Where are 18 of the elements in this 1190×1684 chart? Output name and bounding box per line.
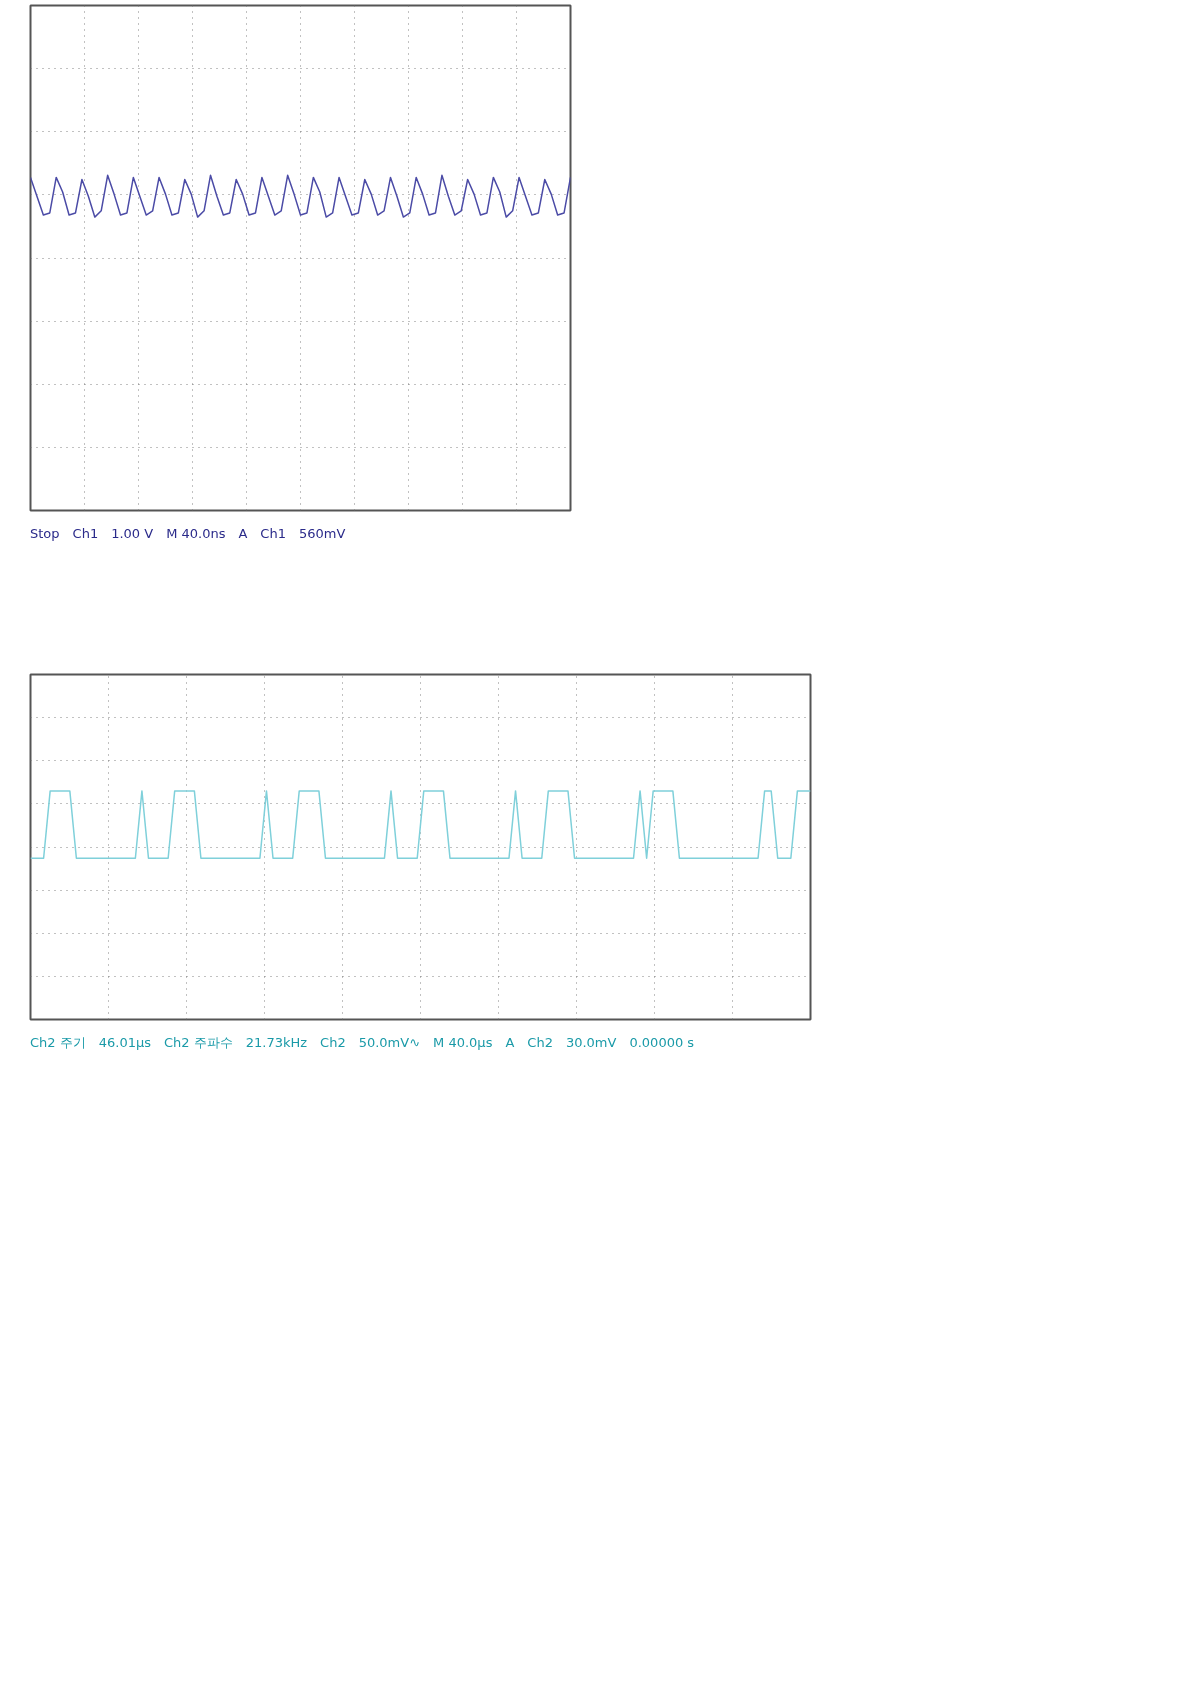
text: 0.00000 s: [629, 1033, 695, 1052]
text: 560mV: [298, 525, 346, 543]
text: 30.0mV: [565, 1033, 617, 1052]
text: M 40.0µs: [433, 1033, 493, 1052]
text: Ch1: [260, 525, 286, 543]
text: Ch2: [320, 1033, 346, 1052]
text: Ch2 주기: [30, 1033, 86, 1052]
text: 21.73kHz: [245, 1033, 308, 1052]
text: Ch2: [527, 1033, 553, 1052]
text: Ch2 주파수: [164, 1033, 233, 1052]
text: 46.01µs: [98, 1033, 151, 1052]
text: Stop: [30, 525, 60, 543]
text: A: [505, 1033, 515, 1052]
text: Ch1: [72, 525, 99, 543]
text: M 40.0ns: [166, 525, 226, 543]
text: A: [238, 525, 248, 543]
text: 1.00 V: [111, 525, 154, 543]
text: 50.0mV∿: [358, 1033, 421, 1052]
